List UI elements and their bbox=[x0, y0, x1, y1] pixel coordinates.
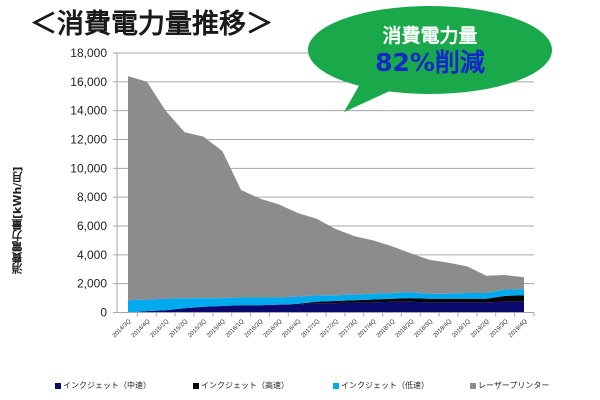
svg-text:2018/4Q: 2018/4Q bbox=[432, 318, 453, 339]
svg-text:2015/4Q: 2015/4Q bbox=[206, 318, 227, 339]
svg-text:2017/2Q: 2017/2Q bbox=[319, 318, 340, 339]
svg-text:2016/4Q: 2016/4Q bbox=[282, 318, 303, 339]
callout-bubble bbox=[308, 6, 552, 112]
callout-line1: 消費電力量 bbox=[382, 25, 478, 47]
y-axis-ticks: 0 2,000 4,000 6,000 8,000 10,000 12,000 14,000 1… bbox=[70, 46, 117, 320]
svg-text:2019/4Q: 2019/4Q bbox=[508, 318, 529, 339]
svg-text:2,000: 2,000 bbox=[77, 277, 107, 291]
legend-swatch bbox=[193, 382, 199, 389]
svg-text:2017/3Q: 2017/3Q bbox=[338, 318, 359, 339]
legend-swatch bbox=[55, 382, 61, 389]
legend-label: レーザープリンター bbox=[478, 381, 550, 390]
data-areas bbox=[128, 76, 524, 313]
svg-text:2015/3Q: 2015/3Q bbox=[187, 318, 208, 339]
svg-text:2016/3Q: 2016/3Q bbox=[263, 318, 284, 339]
legend-label: インクジェット（高速） bbox=[201, 381, 289, 390]
legend-item-laser: レーザープリンター bbox=[470, 380, 549, 391]
area-series bbox=[128, 76, 524, 301]
svg-text:4,000: 4,000 bbox=[77, 248, 107, 262]
svg-text:2016/2Q: 2016/2Q bbox=[244, 318, 265, 339]
svg-text:2015/1Q: 2015/1Q bbox=[150, 318, 171, 339]
chart-legend: インクジェット（中速） インクジェット（高速） インクジェット（低速） レーザー… bbox=[0, 380, 600, 394]
svg-text:2016/1Q: 2016/1Q bbox=[225, 318, 246, 339]
legend-label: インクジェット（中速） bbox=[63, 381, 151, 390]
svg-text:2019/3Q: 2019/3Q bbox=[489, 318, 510, 339]
legend-label: インクジェット（低速） bbox=[341, 381, 429, 390]
area-series bbox=[128, 289, 524, 313]
legend-swatch bbox=[470, 382, 476, 389]
legend-item-inkjet-medium: インクジェット（中速） bbox=[55, 380, 151, 391]
svg-text:2019/1Q: 2019/1Q bbox=[451, 318, 472, 339]
svg-text:2018/3Q: 2018/3Q bbox=[414, 318, 435, 339]
svg-text:2019/2Q: 2019/2Q bbox=[470, 318, 491, 339]
callout-text: 消費電力量 82%削減 bbox=[318, 24, 542, 78]
legend-swatch bbox=[333, 382, 339, 389]
svg-text:2018/2Q: 2018/2Q bbox=[395, 318, 416, 339]
callout-reduction: 82%削減 bbox=[375, 48, 485, 77]
stacked-area-chart: 0 2,000 4,000 6,000 8,000 10,000 12,000 14,000 1… bbox=[70, 6, 552, 339]
legend-item-inkjet-slow: インクジェット（低速） bbox=[333, 380, 429, 391]
svg-text:8,000: 8,000 bbox=[77, 190, 107, 204]
svg-text:16,000: 16,000 bbox=[70, 75, 107, 89]
svg-text:2015/2Q: 2015/2Q bbox=[168, 318, 189, 339]
svg-text:18,000: 18,000 bbox=[70, 46, 107, 60]
svg-text:6,000: 6,000 bbox=[77, 219, 107, 233]
svg-text:2017/4Q: 2017/4Q bbox=[357, 318, 378, 339]
svg-text:12,000: 12,000 bbox=[70, 133, 107, 147]
svg-text:10,000: 10,000 bbox=[70, 161, 107, 175]
svg-text:2014/3Q: 2014/3Q bbox=[112, 318, 133, 339]
svg-text:0: 0 bbox=[100, 306, 107, 320]
area-series bbox=[128, 301, 524, 313]
legend-item-inkjet-fast: インクジェット（高速） bbox=[193, 380, 289, 391]
area-series bbox=[128, 295, 524, 313]
chart-title: ＜消費電力量推移＞ bbox=[30, 9, 273, 40]
svg-text:2018/1Q: 2018/1Q bbox=[376, 318, 397, 339]
svg-text:2014/4Q: 2014/4Q bbox=[131, 318, 152, 339]
x-axis-ticks: 2014/3Q2014/4Q2015/1Q2015/2Q2015/3Q2015/… bbox=[112, 312, 535, 339]
svg-text:2017/1Q: 2017/1Q bbox=[300, 318, 321, 339]
svg-text:14,000: 14,000 bbox=[70, 104, 107, 118]
